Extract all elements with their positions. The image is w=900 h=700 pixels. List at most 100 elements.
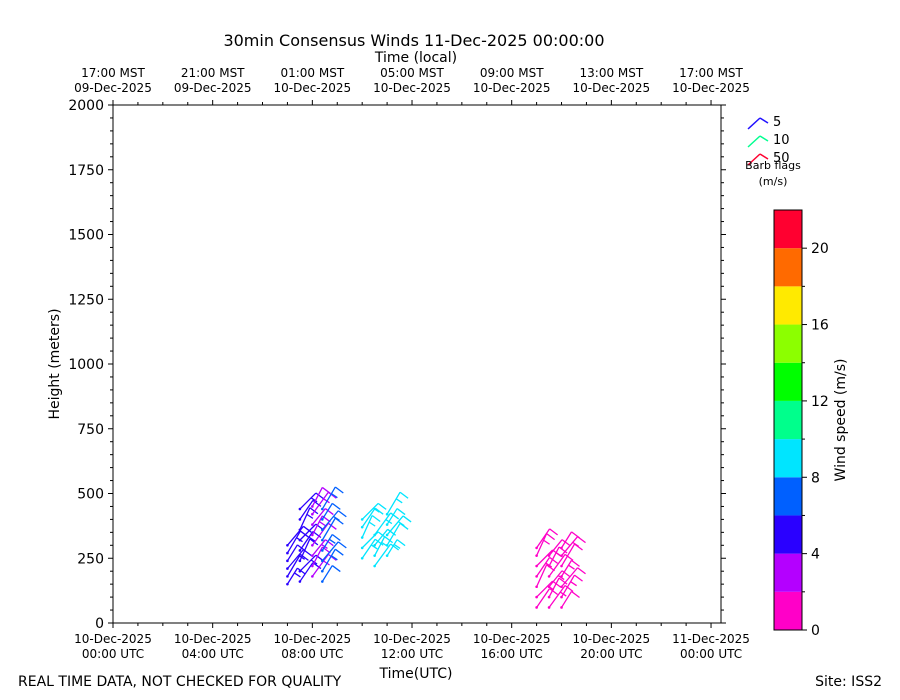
barb-point <box>321 518 324 521</box>
x-tick-label-date: 11-Dec-2025 <box>672 632 750 646</box>
colorbar-label: Wind speed (m/s) <box>833 359 849 482</box>
barb-point <box>298 559 302 563</box>
barb-point <box>360 518 364 521</box>
barb-point <box>286 575 289 578</box>
barb-flag <box>300 530 309 538</box>
wind-barb <box>535 564 555 589</box>
barb-point <box>298 538 302 542</box>
barb-shaft <box>374 528 389 546</box>
barb-point <box>311 523 314 526</box>
barb-shaft <box>386 539 398 557</box>
colorbar-segment <box>774 439 802 478</box>
barb-shaft <box>536 580 554 598</box>
barb-shaft <box>536 533 548 556</box>
wind-barb <box>385 515 412 537</box>
barb-legend-shaft <box>747 117 761 130</box>
top-tick-label-date: 09-Dec-2025 <box>174 81 252 95</box>
y-tick-label: 250 <box>77 551 104 567</box>
barb-flag <box>396 539 406 547</box>
barb-shaft <box>321 565 333 582</box>
barb-point <box>385 533 389 537</box>
footer-quality-note: REAL TIME DATA, NOT CHECKED FOR QUALITY <box>18 674 342 690</box>
wind-barb <box>373 536 394 557</box>
barb-point <box>298 507 302 511</box>
barb-shaft <box>560 574 576 598</box>
barb-point <box>547 564 551 568</box>
barb-shaft <box>311 539 326 557</box>
top-tick-label-time: 01:00 MST <box>280 66 344 80</box>
x-tick-label-date: 10-Dec-2025 <box>473 632 551 646</box>
barb-shaft <box>321 503 333 520</box>
top-axis-label: Time (local) <box>374 50 457 66</box>
barb-shaft <box>536 549 554 567</box>
barb-shaft <box>299 523 317 541</box>
wind-barb <box>321 502 341 521</box>
barb-shaft <box>299 531 314 551</box>
wind-barb <box>385 522 409 547</box>
barb-point <box>385 512 389 516</box>
wind-barb <box>298 507 319 532</box>
barb-half-flag <box>331 493 338 499</box>
colorbar-segment <box>774 362 802 401</box>
wind-barb <box>298 492 325 511</box>
barb-point <box>560 546 563 550</box>
wind-barb <box>373 543 400 568</box>
barb-point <box>535 554 538 557</box>
barb-flag <box>331 502 341 510</box>
x-tick-label-time: 12:00 UTC <box>381 647 443 661</box>
barb-flag <box>564 584 574 592</box>
barb-point <box>560 575 563 578</box>
barb-point <box>535 595 538 599</box>
y-tick-label: 1250 <box>68 292 104 308</box>
barb-half-flag <box>368 521 376 527</box>
barb-flag <box>303 525 312 533</box>
barb-legend-entry: 50 <box>747 151 790 166</box>
barb-point <box>286 559 289 563</box>
x-tick-label-time: 08:00 UTC <box>281 647 343 661</box>
colorbar-segment <box>774 515 802 554</box>
wind-barb <box>360 507 384 529</box>
barb-shaft <box>374 543 392 567</box>
wind-barb <box>311 522 337 547</box>
y-axis-label: Height (meters) <box>47 308 63 419</box>
colorbar-segment <box>774 553 802 592</box>
x-tick-label-date: 10-Dec-2025 <box>373 632 451 646</box>
barb-legend-entry: 10 <box>747 133 790 148</box>
barb-flag <box>402 515 412 523</box>
barb-flag <box>574 574 583 582</box>
y-axis-ticks: 0 250 500 750 1000 1250 1500 1750 2000 <box>68 98 726 632</box>
top-tick-label-time: 05:00 MST <box>380 66 444 80</box>
barb-shaft <box>311 508 326 525</box>
barb-shaft <box>548 577 560 598</box>
plot-frame <box>112 104 722 624</box>
barb-flag <box>549 587 558 595</box>
barb-flag <box>546 533 555 541</box>
barb-shaft <box>386 515 404 536</box>
x-tick-label-time: 04:00 UTC <box>182 647 244 661</box>
barb-point <box>385 554 389 557</box>
top-tick-label-date: 10-Dec-2025 <box>672 81 750 95</box>
barb-legend-label: 10 <box>773 133 790 148</box>
barb-point <box>373 554 376 557</box>
barb-shaft <box>560 531 573 549</box>
barb-legend-label: 50 <box>773 151 790 166</box>
barb-point <box>535 606 538 609</box>
top-tick-label-date: 10-Dec-2025 <box>273 81 351 95</box>
barb-flag <box>309 538 319 546</box>
barb-shaft <box>548 553 566 577</box>
barb-point <box>311 533 314 537</box>
barb-point <box>298 518 302 521</box>
wind-barb <box>321 565 341 583</box>
barb-point <box>560 595 563 599</box>
barb-shaft <box>311 546 323 567</box>
barb-point <box>547 606 551 609</box>
barb-point <box>360 546 364 550</box>
barb-point <box>298 528 302 532</box>
wind-barbs <box>286 486 586 609</box>
barb-shaft <box>386 522 401 546</box>
wind-barb <box>311 486 331 508</box>
barb-point <box>547 585 551 589</box>
y-tick-label: 0 <box>95 616 104 632</box>
footer-site: Site: ISS2 <box>815 674 882 690</box>
